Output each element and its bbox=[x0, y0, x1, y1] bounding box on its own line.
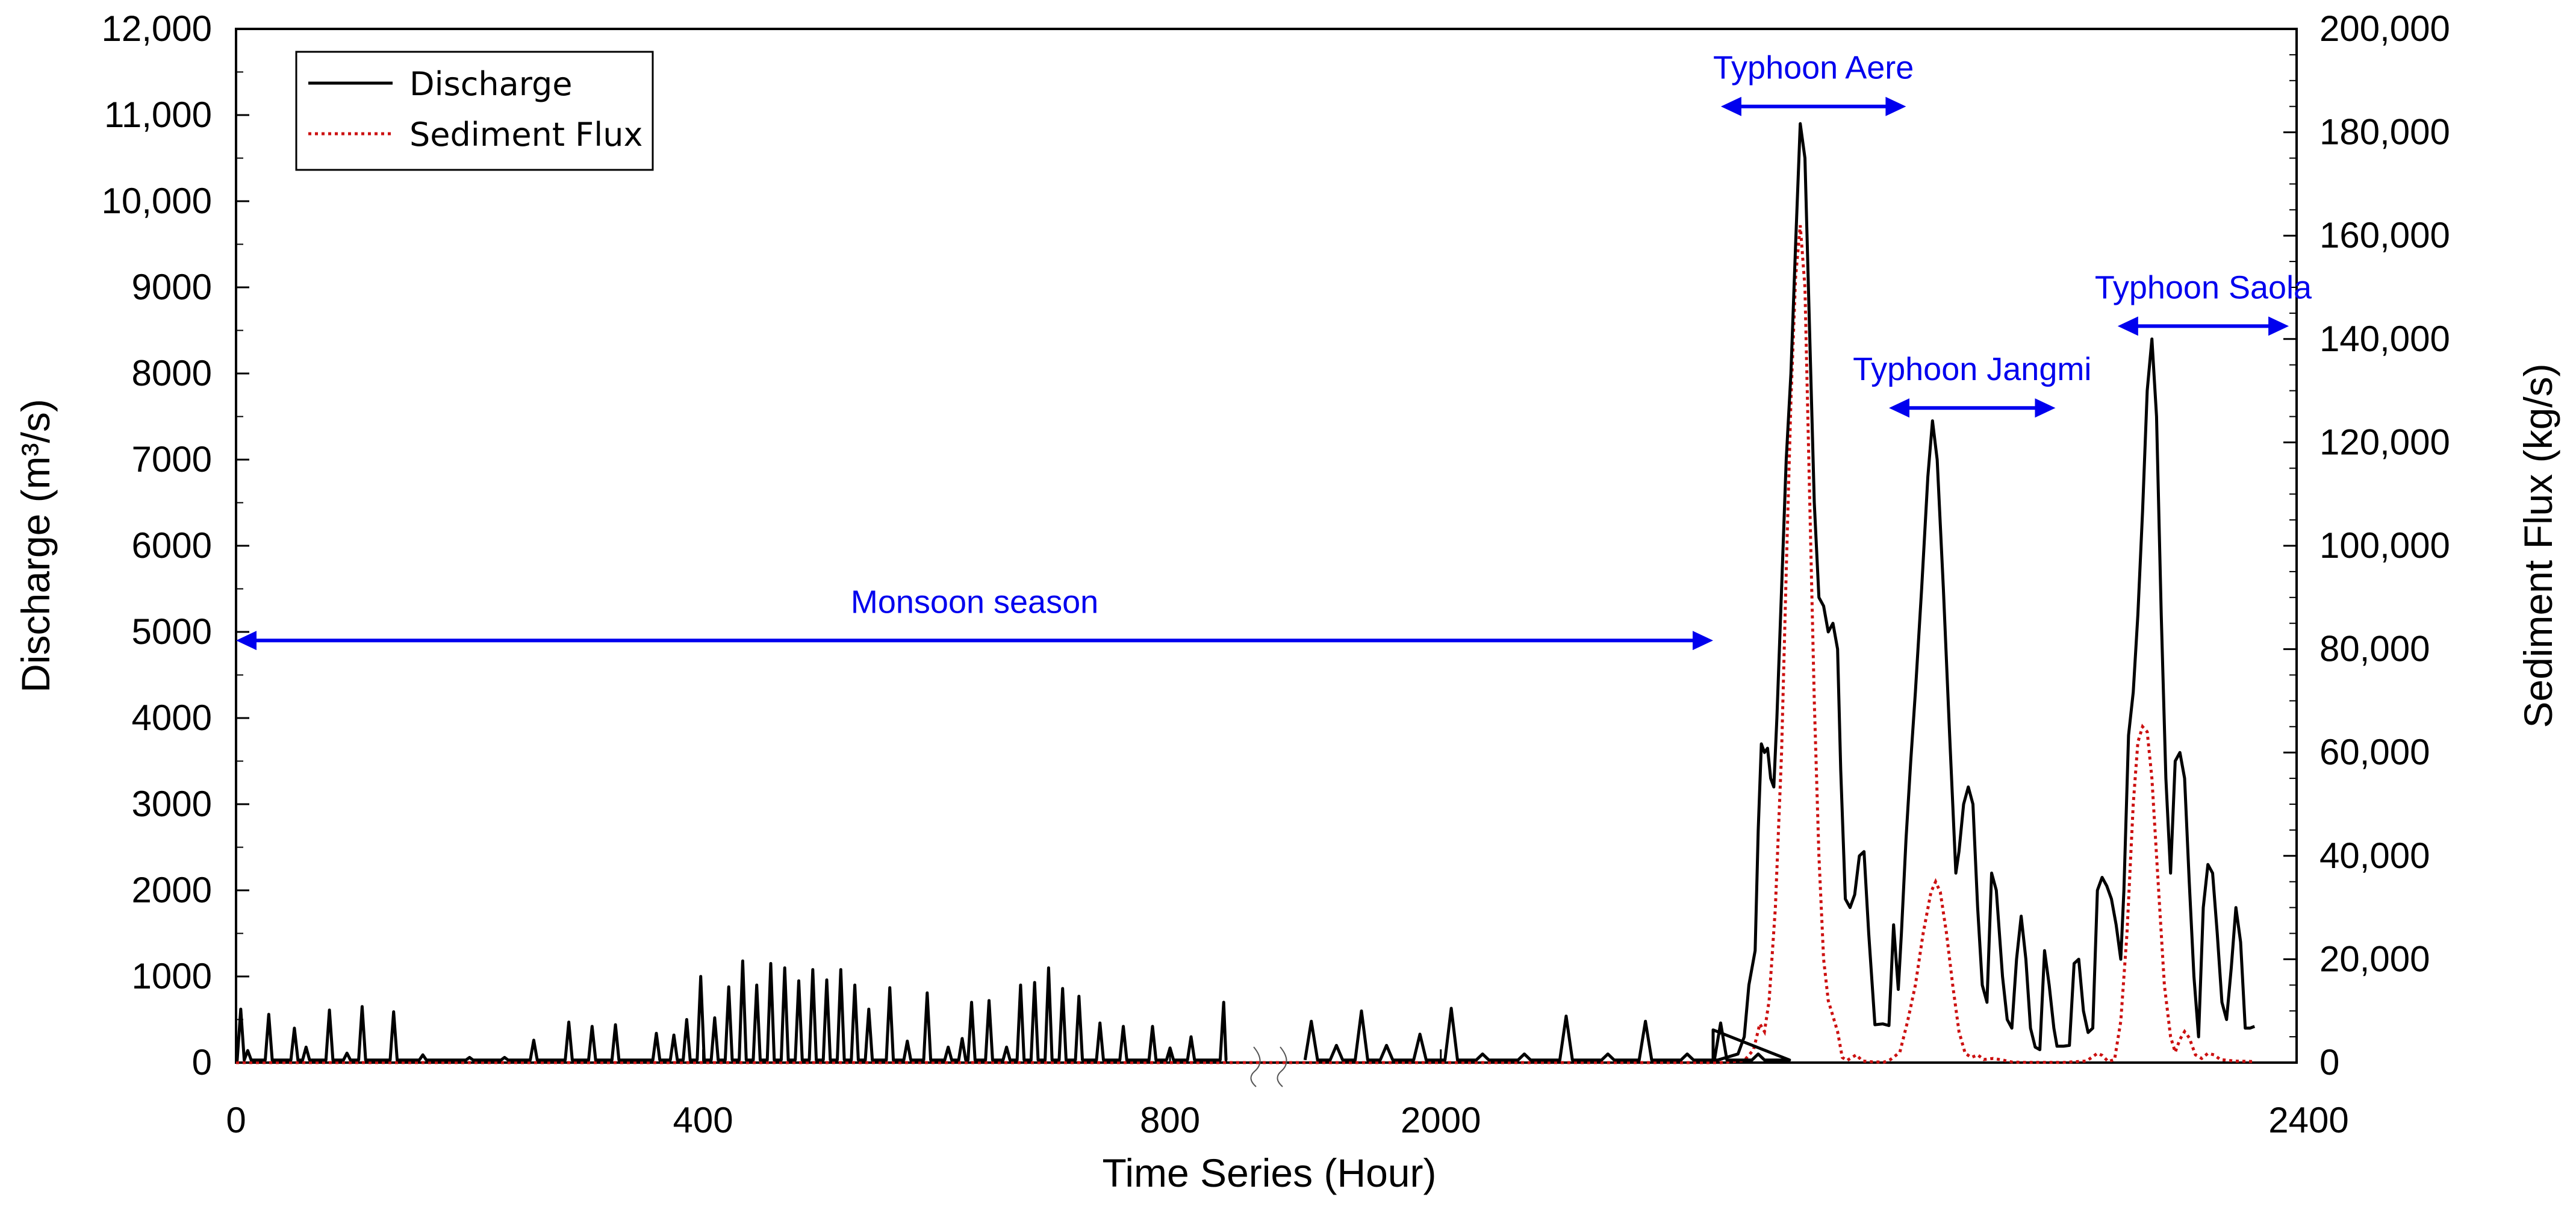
discharge-line bbox=[1303, 122, 2256, 1062]
sediment-flux-line bbox=[236, 225, 2255, 1064]
annotation: Monsoon season bbox=[236, 584, 1713, 651]
legend-box bbox=[295, 51, 654, 171]
arrowhead-left bbox=[2117, 316, 2138, 336]
axis-break-mark bbox=[1250, 1046, 1261, 1087]
left-tick-label: 10,000 bbox=[101, 181, 212, 221]
left-axis-title: Discharge (m³/s) bbox=[13, 399, 58, 693]
right-tick-label: 200,000 bbox=[2319, 8, 2450, 49]
left-tick-label: 1000 bbox=[132, 956, 212, 996]
annotation-label: Typhoon Saola bbox=[2095, 269, 2312, 305]
arrowhead-right bbox=[1693, 631, 1713, 651]
annotation-label: Monsoon season bbox=[851, 584, 1098, 620]
left-tick-label: 12,000 bbox=[101, 8, 212, 49]
x-tick-label: 400 bbox=[673, 1100, 733, 1140]
x-tick-label: 2000 bbox=[1401, 1100, 1481, 1140]
left-tick-label: 9000 bbox=[132, 267, 212, 307]
left-tick-label: 0 bbox=[192, 1042, 212, 1082]
arrowhead-right bbox=[2268, 316, 2289, 336]
x-tick-label: 0 bbox=[226, 1100, 246, 1140]
x-tick-label: 800 bbox=[1140, 1100, 1200, 1140]
annotation: Typhoon Jangmi bbox=[1853, 351, 2091, 418]
right-tick-label: 60,000 bbox=[2319, 732, 2430, 772]
left-tick-label: 11,000 bbox=[104, 95, 212, 135]
right-tick-label: 80,000 bbox=[2319, 629, 2430, 669]
legend-discharge-label: Discharge bbox=[409, 65, 572, 103]
left-tick-label: 5000 bbox=[132, 611, 212, 652]
x-axis: 0 400 800 2000 2400 bbox=[226, 1046, 2349, 1140]
annotation-label: Typhoon Jangmi bbox=[1853, 351, 2091, 387]
arrowhead-left bbox=[1888, 398, 1909, 418]
right-axis-title: Sediment Flux (kg/s) bbox=[2516, 363, 2560, 728]
left-tick-label: 6000 bbox=[132, 525, 212, 566]
x-axis-title: Time Series (Hour) bbox=[1103, 1151, 1437, 1195]
annotation: Typhoon Aere bbox=[1713, 50, 1914, 116]
right-axis: 0 20,000 40,000 60,000 80,000 100,000 120,000 1… bbox=[2283, 8, 2450, 1082]
discharge-line bbox=[235, 959, 1228, 1062]
left-axis: 0 1000 2000 3000 4000 5000 6000 7000 8000 9000 10,… bbox=[101, 8, 249, 1082]
annotation-label: Typhoon Aere bbox=[1713, 50, 1914, 86]
right-tick-label: 140,000 bbox=[2319, 319, 2450, 359]
right-tick-label: 20,000 bbox=[2319, 939, 2430, 979]
arrowhead-right bbox=[2035, 398, 2056, 418]
series-layer bbox=[235, 122, 2256, 1064]
left-tick-label: 2000 bbox=[132, 870, 212, 910]
right-tick-label: 40,000 bbox=[2319, 836, 2430, 876]
left-tick-label: 8000 bbox=[132, 353, 212, 393]
left-tick-label: 3000 bbox=[132, 784, 212, 824]
right-tick-label: 100,000 bbox=[2319, 525, 2450, 566]
plot-frame bbox=[235, 28, 2298, 1064]
axis-break-mark bbox=[1277, 1046, 1287, 1087]
right-tick-label: 120,000 bbox=[2319, 422, 2450, 462]
legend-sediment-label: Sediment Flux bbox=[409, 116, 642, 154]
annotation-layer: Monsoon season Typhoon Aere Typhoon Jangmi… bbox=[236, 50, 2312, 651]
right-tick-label: 0 bbox=[2319, 1042, 2339, 1082]
right-tick-label: 160,000 bbox=[2319, 215, 2450, 255]
left-tick-label: 7000 bbox=[132, 439, 212, 479]
left-tick-label: 4000 bbox=[132, 698, 212, 738]
x-tick-label: 2400 bbox=[2268, 1100, 2348, 1140]
annotation: Typhoon Saola bbox=[2095, 269, 2312, 336]
legend: Discharge Sediment Flux bbox=[295, 51, 654, 171]
arrowhead-right bbox=[1885, 96, 1906, 116]
arrowhead-left bbox=[1720, 96, 1741, 116]
arrowhead-left bbox=[236, 631, 257, 651]
right-tick-label: 180,000 bbox=[2319, 112, 2450, 152]
